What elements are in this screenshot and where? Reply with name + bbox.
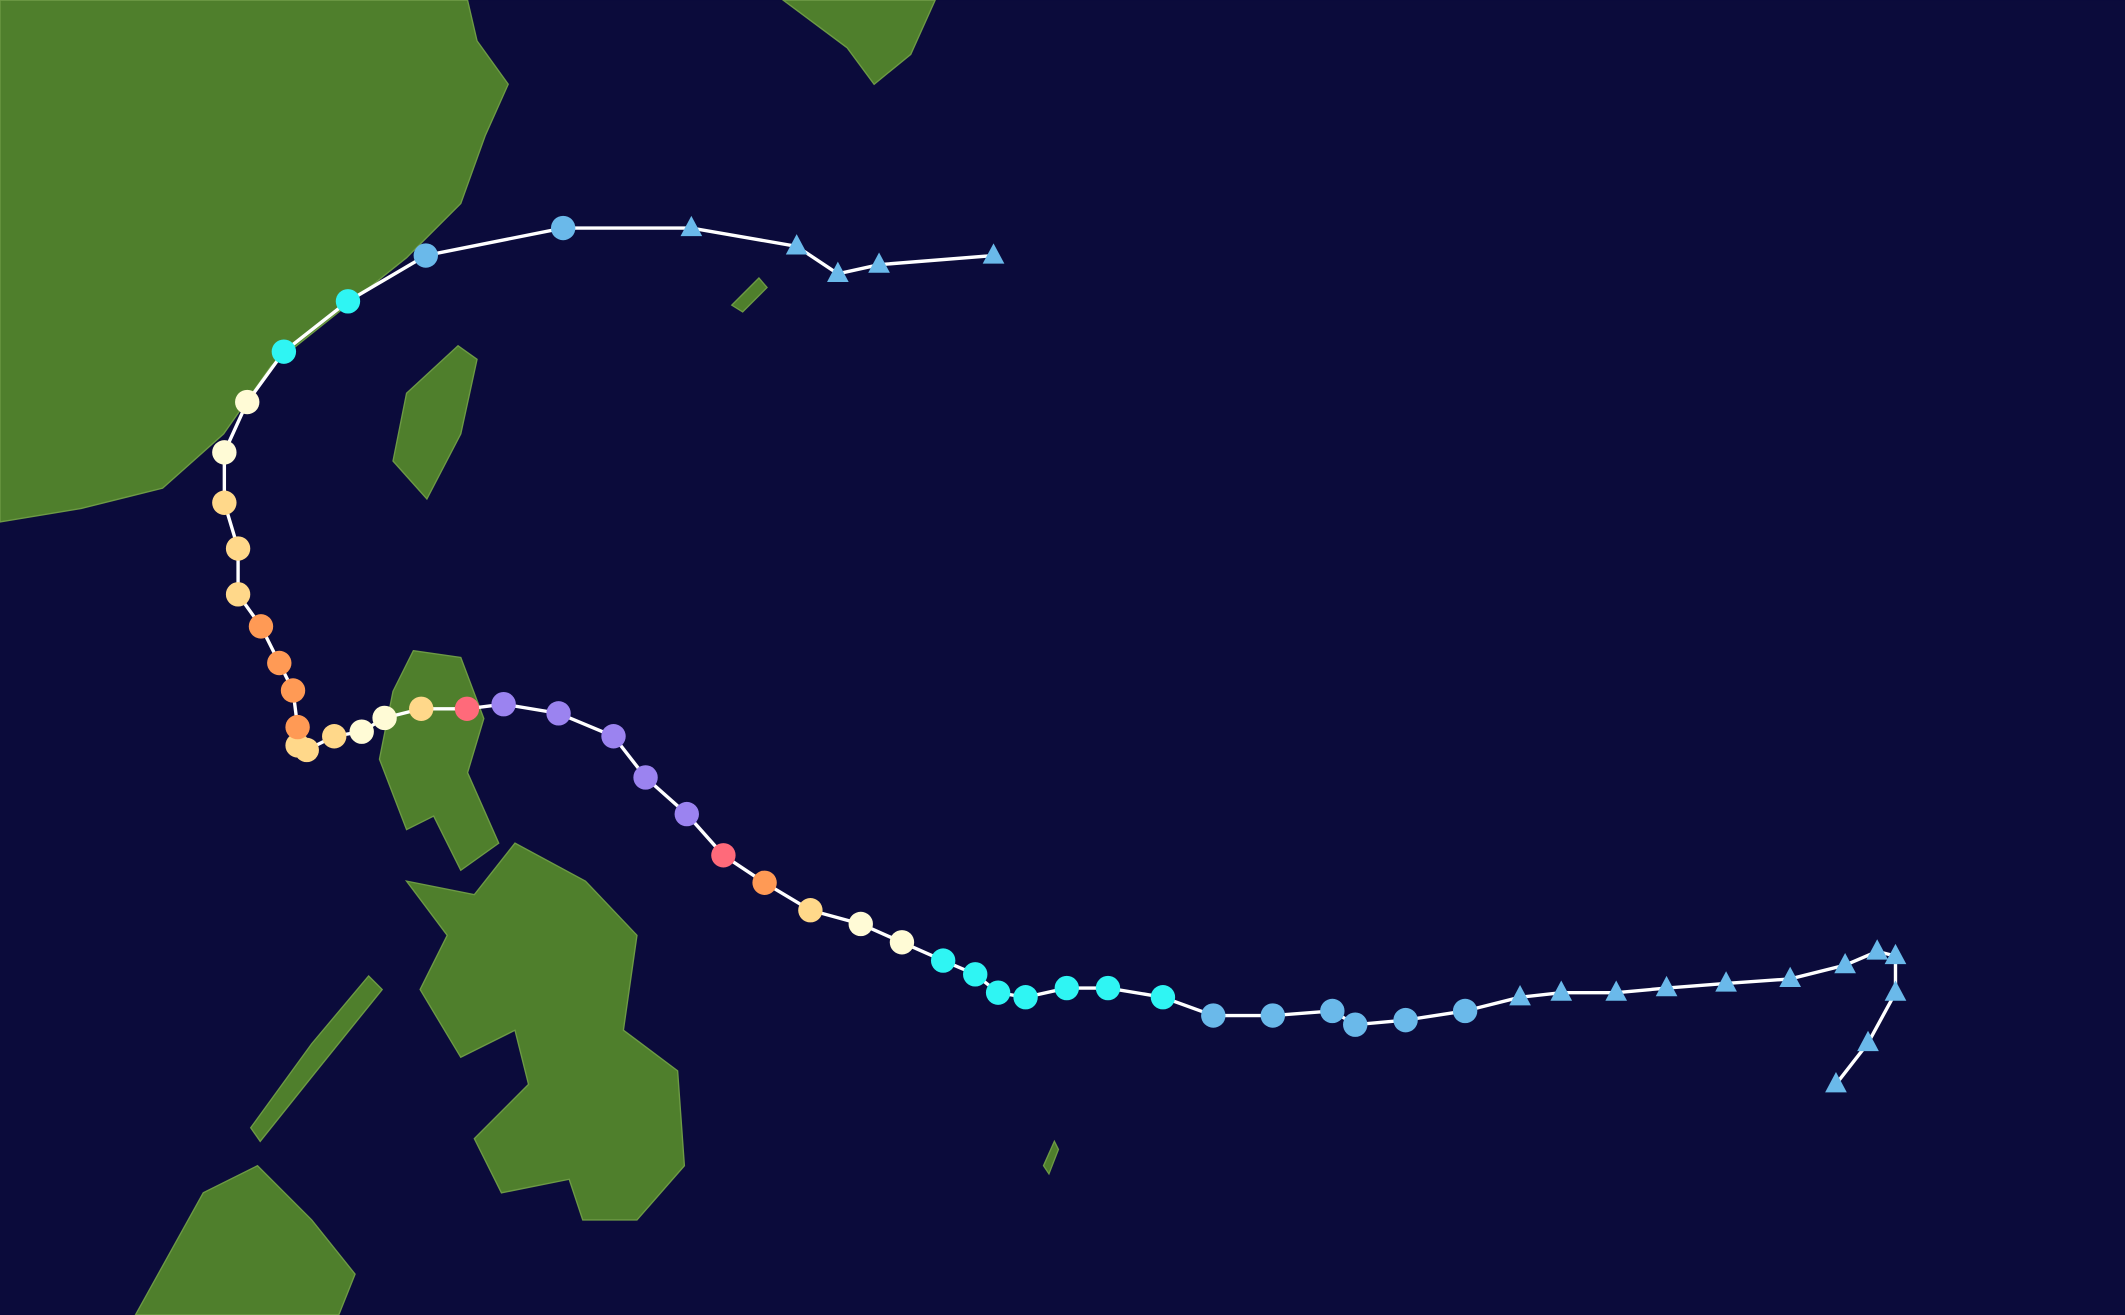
track-point <box>212 440 237 465</box>
land <box>0 0 1060 1315</box>
track-point <box>1013 985 1038 1010</box>
track-point <box>633 765 658 790</box>
track-point-triangle <box>1884 943 1907 965</box>
track-point-triangle <box>1655 975 1678 997</box>
track-point <box>322 724 347 749</box>
track-point-triangle <box>680 215 703 237</box>
track-point-triangle <box>1605 980 1628 1001</box>
track-point <box>225 582 251 607</box>
track-point <box>930 948 956 973</box>
track-point-triangle <box>785 234 808 255</box>
palau <box>1042 1139 1060 1176</box>
visayas-mindanao <box>404 842 686 1221</box>
track-point-triangle <box>982 243 1005 264</box>
storm-track <box>212 215 1907 1093</box>
track-point <box>413 243 438 268</box>
track-point-triangle <box>1550 980 1573 1001</box>
track-point <box>1393 1007 1418 1033</box>
track-point <box>1201 1003 1226 1028</box>
track-point-triangle <box>868 252 890 273</box>
track-point <box>409 696 434 721</box>
track-point <box>1054 975 1079 1001</box>
track-point-triangle <box>1834 952 1856 974</box>
track-point <box>285 714 310 740</box>
track-point <box>1343 1012 1368 1037</box>
palawan <box>249 974 384 1143</box>
track-point <box>798 898 823 923</box>
track-point-triangle <box>1509 985 1531 1006</box>
track-point <box>1150 985 1176 1010</box>
track-point <box>848 911 873 937</box>
track-point-triangle <box>1825 1072 1847 1093</box>
track-point <box>267 650 292 676</box>
track-point <box>285 733 310 758</box>
track-point-triangle <box>1779 966 1802 988</box>
track-point <box>674 801 699 827</box>
track-point <box>491 692 516 717</box>
track-point <box>550 215 576 241</box>
ryukyu <box>730 277 768 313</box>
track-point <box>1452 998 1478 1024</box>
track-point <box>601 724 626 749</box>
track-point-triangle <box>1857 1030 1879 1052</box>
track-point <box>985 980 1011 1005</box>
track-point <box>349 719 374 744</box>
track-point <box>752 870 777 895</box>
track-point <box>889 930 915 955</box>
track-point <box>1260 1003 1286 1028</box>
track-point-triangle <box>1866 939 1889 960</box>
track-point-triangle <box>827 261 849 282</box>
track-point <box>546 701 571 726</box>
track-point <box>271 339 297 364</box>
track-point <box>225 536 251 561</box>
track-point-triangle <box>1715 971 1737 992</box>
taiwan <box>392 344 478 501</box>
track-point-triangle <box>1884 980 1907 1001</box>
track-point <box>248 614 274 639</box>
track-point <box>335 289 361 314</box>
japan <box>781 0 936 86</box>
track-point <box>280 678 306 703</box>
track-point <box>454 696 480 721</box>
track-point <box>1320 998 1345 1024</box>
track-point <box>235 389 260 415</box>
track-point <box>1095 975 1121 1001</box>
track-point <box>963 962 988 987</box>
track-point <box>711 843 736 868</box>
track-point <box>212 490 237 515</box>
track-point <box>372 705 397 731</box>
